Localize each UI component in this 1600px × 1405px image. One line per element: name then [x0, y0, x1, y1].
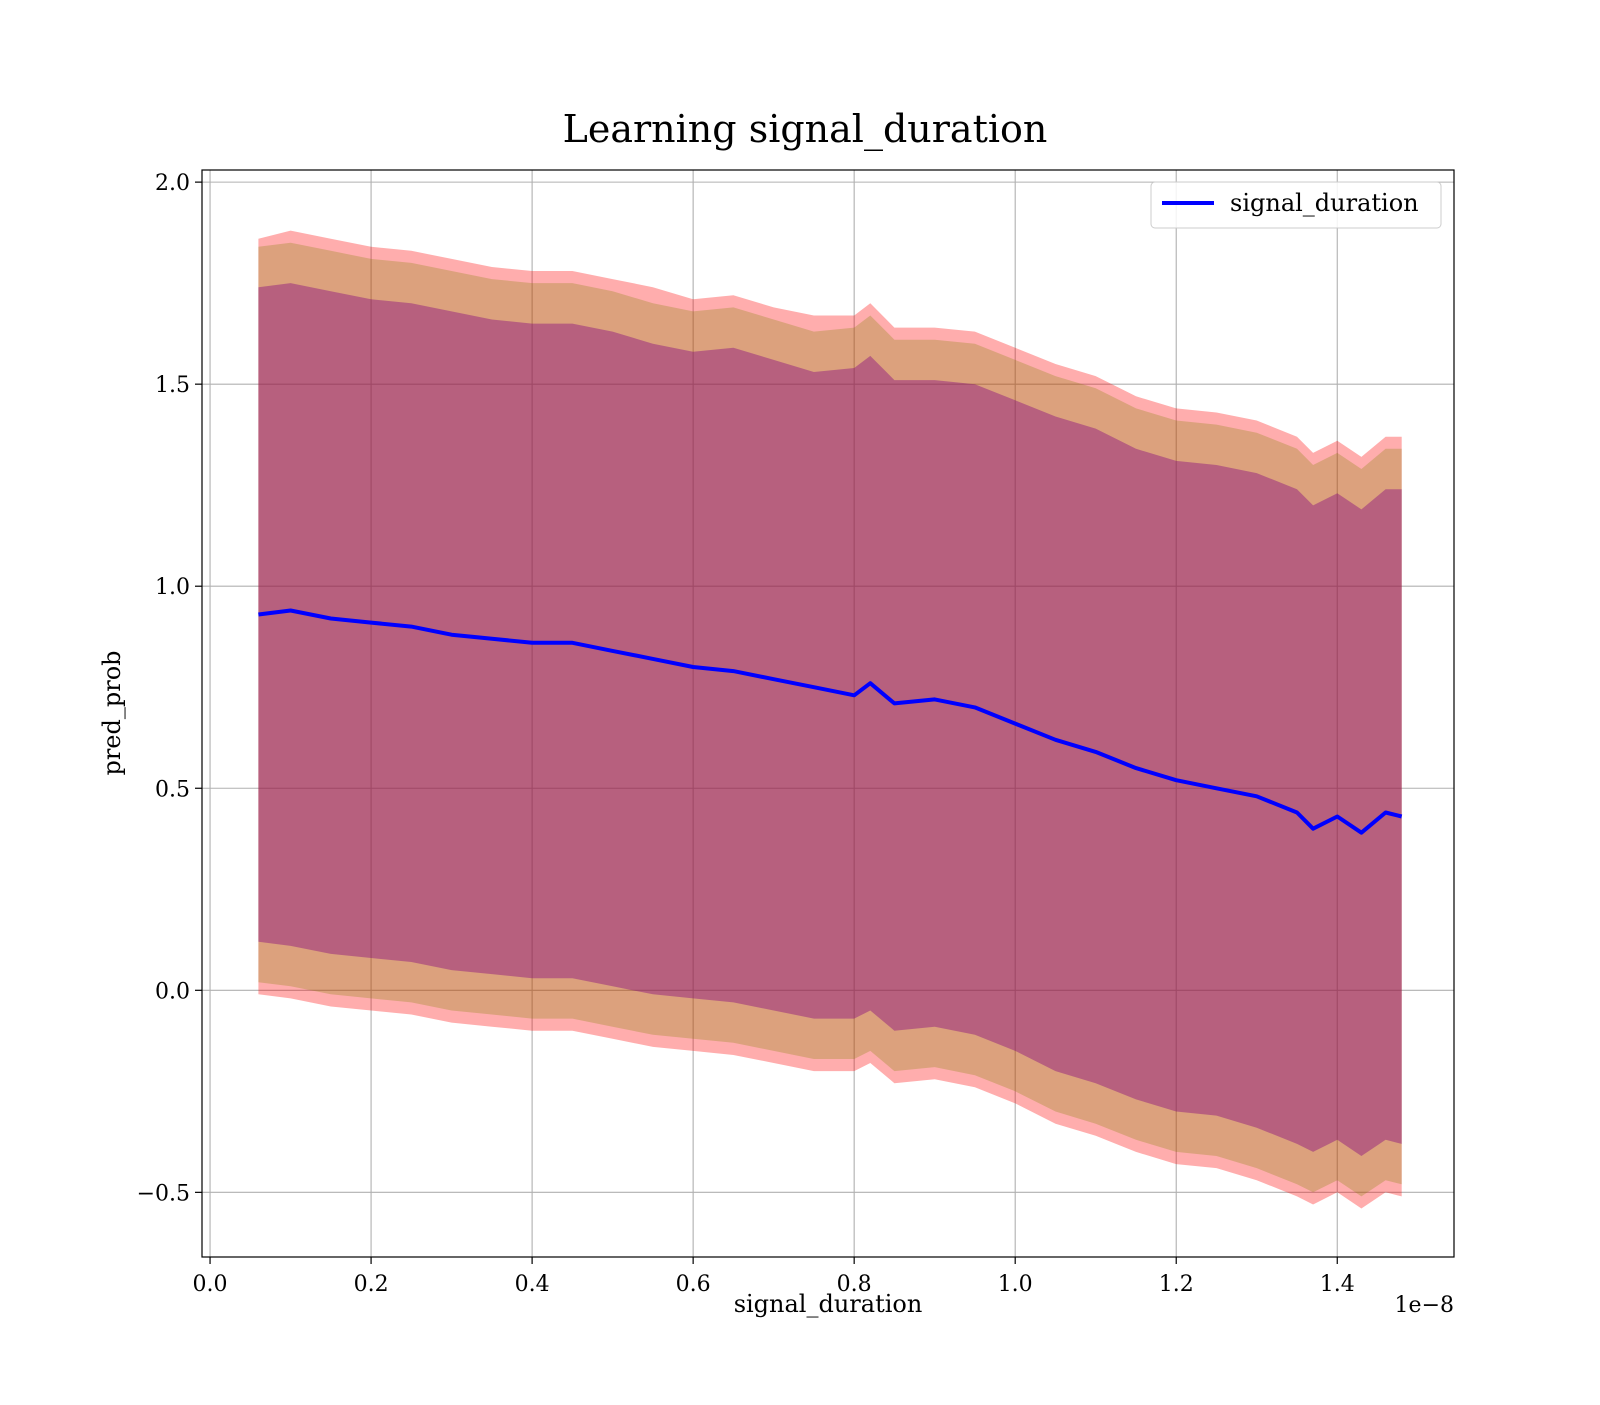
grid — [202, 170, 1454, 1257]
x-axis-label: signal_duration — [734, 1290, 923, 1318]
plot-frame — [201, 169, 1455, 1258]
x-tick-label: 1.2 — [1159, 1272, 1194, 1297]
confidence-band-2 — [258, 242, 1402, 1197]
x-axis-offset-label: 1e−8 — [1395, 1293, 1454, 1318]
y-tick-label: 0.0 — [155, 979, 190, 1004]
y-axis-label: pred_prob — [98, 650, 126, 775]
confidence-band-1 — [258, 230, 1402, 1209]
y-axis-ticks: −0.5 0.0 0.5 1.0 1.5 2.0 — [137, 171, 202, 1206]
x-tick-label: 1.4 — [1320, 1272, 1355, 1297]
x-tick-label: 0.8 — [837, 1272, 872, 1297]
y-tick-label: 1.0 — [155, 575, 190, 600]
x-tick-label: 0.2 — [354, 1272, 389, 1297]
legend-label-signal-duration: signal_duration — [1230, 189, 1419, 217]
series-lines — [258, 608, 1403, 835]
x-tick-label: 1.0 — [998, 1272, 1033, 1297]
x-tick-label: 0.6 — [676, 1272, 711, 1297]
series-line-1 — [258, 608, 1403, 835]
legend-box — [1150, 181, 1442, 229]
x-axis-ticks: 0.0 0.2 0.4 0.6 0.8 1.0 1.2 1.4 — [193, 1257, 1355, 1297]
y-tick-label: 0.5 — [155, 777, 190, 802]
y-tick-label: −0.5 — [137, 1181, 190, 1206]
chart-title: Learning signal_duration — [563, 107, 1048, 152]
x-tick-label: 0.0 — [193, 1272, 228, 1297]
x-tick-label: 0.4 — [515, 1272, 550, 1297]
confidence-band-3 — [258, 283, 1402, 1157]
confidence-bands — [258, 230, 1402, 1209]
y-tick-label: 1.5 — [155, 373, 190, 398]
y-tick-label: 2.0 — [155, 171, 190, 196]
legend: signal_duration — [1150, 181, 1442, 229]
